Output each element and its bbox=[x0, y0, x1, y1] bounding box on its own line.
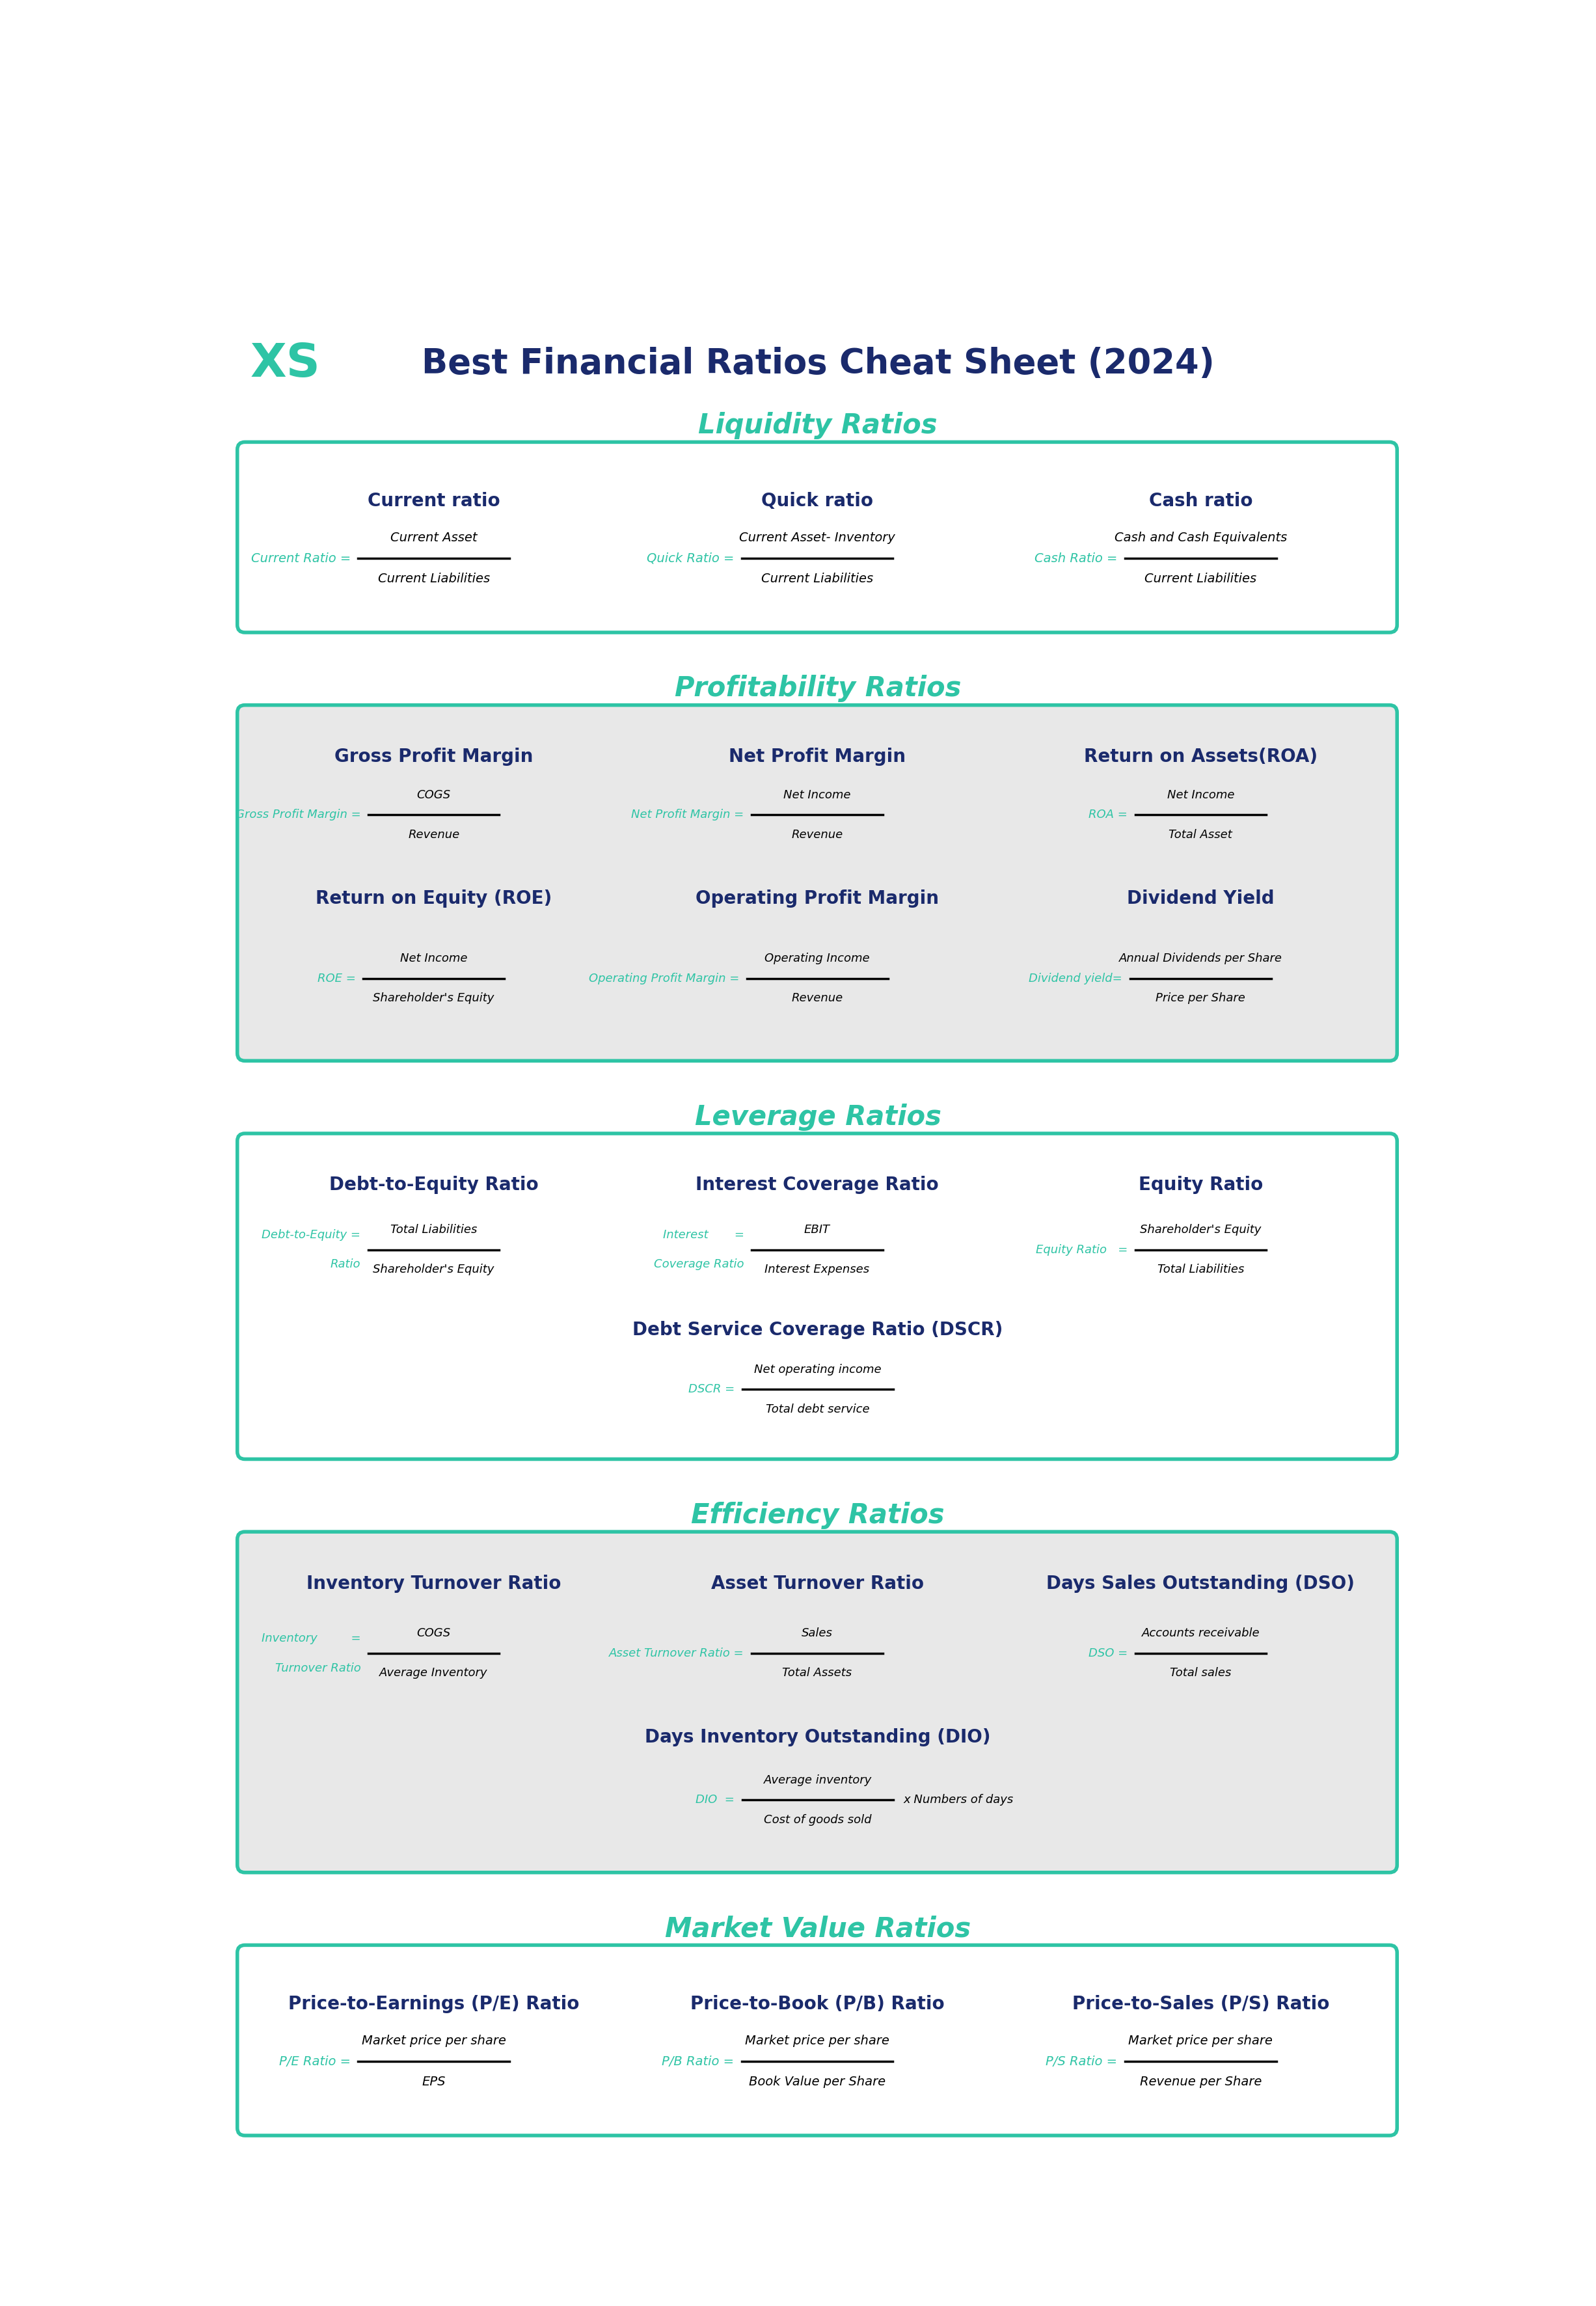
Text: Shareholder's Equity: Shareholder's Equity bbox=[373, 1264, 495, 1275]
Text: Interest       =: Interest = bbox=[662, 1229, 744, 1241]
FancyBboxPatch shape bbox=[238, 1135, 1396, 1460]
Text: Debt Service Coverage Ratio (DSCR): Debt Service Coverage Ratio (DSCR) bbox=[632, 1321, 1004, 1340]
Text: Cost of goods sold: Cost of goods sold bbox=[764, 1815, 871, 1826]
Text: COGS: COGS bbox=[417, 1628, 450, 1640]
Text: XS: XS bbox=[251, 341, 321, 387]
Text: Average inventory: Average inventory bbox=[764, 1773, 871, 1785]
Text: Sales: Sales bbox=[801, 1628, 833, 1640]
Text: Current Asset- Inventory: Current Asset- Inventory bbox=[739, 533, 895, 544]
Text: Debt-to-Equity =: Debt-to-Equity = bbox=[262, 1229, 361, 1241]
Text: Net Income: Net Income bbox=[784, 789, 851, 800]
Text: Gross Profit Margin: Gross Profit Margin bbox=[335, 747, 533, 766]
Text: Book Value per Share: Book Value per Share bbox=[749, 2075, 886, 2087]
Text: Return on Assets(ROA): Return on Assets(ROA) bbox=[1084, 747, 1317, 766]
Text: Debt-to-Equity Ratio: Debt-to-Equity Ratio bbox=[329, 1176, 538, 1195]
FancyBboxPatch shape bbox=[238, 443, 1396, 632]
Text: Revenue: Revenue bbox=[792, 828, 843, 842]
Text: Annual Dividends per Share: Annual Dividends per Share bbox=[1119, 952, 1282, 964]
Text: Operating Profit Margin =: Operating Profit Margin = bbox=[589, 973, 739, 985]
Text: Total Liabilities: Total Liabilities bbox=[391, 1224, 477, 1236]
Text: ROE =: ROE = bbox=[318, 973, 356, 985]
Text: Price per Share: Price per Share bbox=[1156, 992, 1245, 1003]
Text: Equity Ratio: Equity Ratio bbox=[1138, 1176, 1262, 1195]
Text: Total sales: Total sales bbox=[1170, 1667, 1232, 1679]
Text: EBIT: EBIT bbox=[804, 1224, 830, 1236]
Text: COGS: COGS bbox=[417, 789, 450, 800]
Text: P/E Ratio =: P/E Ratio = bbox=[279, 2055, 351, 2068]
FancyBboxPatch shape bbox=[238, 1531, 1396, 1872]
Text: Return on Equity (ROE): Return on Equity (ROE) bbox=[316, 890, 552, 909]
Text: Total Asset: Total Asset bbox=[1168, 828, 1232, 842]
Text: Profitability Ratios: Profitability Ratios bbox=[675, 676, 961, 703]
Text: Equity Ratio   =: Equity Ratio = bbox=[1036, 1243, 1127, 1254]
Text: Coverage Ratio: Coverage Ratio bbox=[654, 1259, 744, 1271]
Text: Market price per share: Market price per share bbox=[745, 2034, 889, 2048]
Text: Revenue: Revenue bbox=[792, 992, 843, 1003]
Text: Dividend yield=: Dividend yield= bbox=[1029, 973, 1122, 985]
Text: Cash ratio: Cash ratio bbox=[1149, 491, 1253, 510]
Text: Total Liabilities: Total Liabilities bbox=[1157, 1264, 1243, 1275]
Text: Market price per share: Market price per share bbox=[362, 2034, 506, 2048]
FancyBboxPatch shape bbox=[238, 1946, 1396, 2135]
Text: Current Ratio =: Current Ratio = bbox=[251, 551, 351, 565]
Text: Net operating income: Net operating income bbox=[755, 1363, 881, 1374]
Text: Asset Turnover Ratio: Asset Turnover Ratio bbox=[710, 1575, 924, 1593]
Text: Current Liabilities: Current Liabilities bbox=[761, 572, 873, 586]
Text: DIO  =: DIO = bbox=[696, 1794, 734, 1806]
Text: Cash and Cash Equivalents: Cash and Cash Equivalents bbox=[1114, 533, 1286, 544]
Text: DSCR =: DSCR = bbox=[688, 1384, 734, 1395]
Text: DSO =: DSO = bbox=[1088, 1646, 1127, 1658]
Text: Price-to-Sales (P/S) Ratio: Price-to-Sales (P/S) Ratio bbox=[1073, 1995, 1329, 2013]
Text: Current Asset: Current Asset bbox=[391, 533, 477, 544]
Text: Total debt service: Total debt service bbox=[766, 1404, 870, 1416]
Text: Inventory         =: Inventory = bbox=[262, 1633, 361, 1644]
FancyBboxPatch shape bbox=[238, 706, 1396, 1061]
Text: Interest Expenses: Interest Expenses bbox=[764, 1264, 870, 1275]
Text: Net Profit Margin =: Net Profit Margin = bbox=[632, 809, 744, 821]
Text: Leverage Ratios: Leverage Ratios bbox=[694, 1102, 942, 1130]
Text: Gross Profit Margin =: Gross Profit Margin = bbox=[235, 809, 361, 821]
Text: Price-to-Book (P/B) Ratio: Price-to-Book (P/B) Ratio bbox=[689, 1995, 945, 2013]
Text: Operating Income: Operating Income bbox=[764, 952, 870, 964]
Text: P/B Ratio =: P/B Ratio = bbox=[662, 2055, 734, 2068]
Text: Interest Coverage Ratio: Interest Coverage Ratio bbox=[696, 1176, 938, 1195]
Text: Total Assets: Total Assets bbox=[782, 1667, 852, 1679]
Text: Price-to-Earnings (P/E) Ratio: Price-to-Earnings (P/E) Ratio bbox=[289, 1995, 579, 2013]
Text: Dividend Yield: Dividend Yield bbox=[1127, 890, 1274, 909]
Text: Revenue: Revenue bbox=[409, 828, 460, 842]
Text: EPS: EPS bbox=[421, 2075, 445, 2087]
Text: Days Sales Outstanding (DSO): Days Sales Outstanding (DSO) bbox=[1047, 1575, 1355, 1593]
Text: Accounts receivable: Accounts receivable bbox=[1141, 1628, 1259, 1640]
Text: Quick Ratio =: Quick Ratio = bbox=[646, 551, 734, 565]
Text: x Numbers of days: x Numbers of days bbox=[903, 1794, 1013, 1806]
Text: Best Financial Ratios Cheat Sheet (2024): Best Financial Ratios Cheat Sheet (2024) bbox=[421, 346, 1215, 380]
Text: Market Value Ratios: Market Value Ratios bbox=[666, 1914, 970, 1942]
Text: Shareholder's Equity: Shareholder's Equity bbox=[1140, 1224, 1261, 1236]
Text: Net Profit Margin: Net Profit Margin bbox=[729, 747, 905, 766]
Text: Asset Turnover Ratio =: Asset Turnover Ratio = bbox=[610, 1646, 744, 1658]
Text: Quick ratio: Quick ratio bbox=[761, 491, 873, 510]
Text: Net Income: Net Income bbox=[1167, 789, 1234, 800]
Text: Current Liabilities: Current Liabilities bbox=[378, 572, 490, 586]
Text: Current Liabilities: Current Liabilities bbox=[1144, 572, 1256, 586]
Text: Operating Profit Margin: Operating Profit Margin bbox=[696, 890, 938, 909]
Text: Inventory Turnover Ratio: Inventory Turnover Ratio bbox=[306, 1575, 562, 1593]
Text: Ratio: Ratio bbox=[330, 1259, 361, 1271]
Text: Net Income: Net Income bbox=[401, 952, 468, 964]
Text: Days Inventory Outstanding (DIO): Days Inventory Outstanding (DIO) bbox=[645, 1727, 991, 1746]
Text: Average Inventory: Average Inventory bbox=[380, 1667, 488, 1679]
Text: Cash Ratio =: Cash Ratio = bbox=[1034, 551, 1117, 565]
Text: Liquidity Ratios: Liquidity Ratios bbox=[699, 413, 937, 440]
Text: Current ratio: Current ratio bbox=[367, 491, 500, 510]
Text: Market price per share: Market price per share bbox=[1128, 2034, 1274, 2048]
Text: ROA =: ROA = bbox=[1088, 809, 1127, 821]
Text: Turnover Ratio: Turnover Ratio bbox=[275, 1663, 361, 1674]
Text: Revenue per Share: Revenue per Share bbox=[1140, 2075, 1261, 2087]
Text: Efficiency Ratios: Efficiency Ratios bbox=[691, 1501, 945, 1529]
Text: Shareholder's Equity: Shareholder's Equity bbox=[373, 992, 495, 1003]
Text: P/S Ratio =: P/S Ratio = bbox=[1045, 2055, 1117, 2068]
